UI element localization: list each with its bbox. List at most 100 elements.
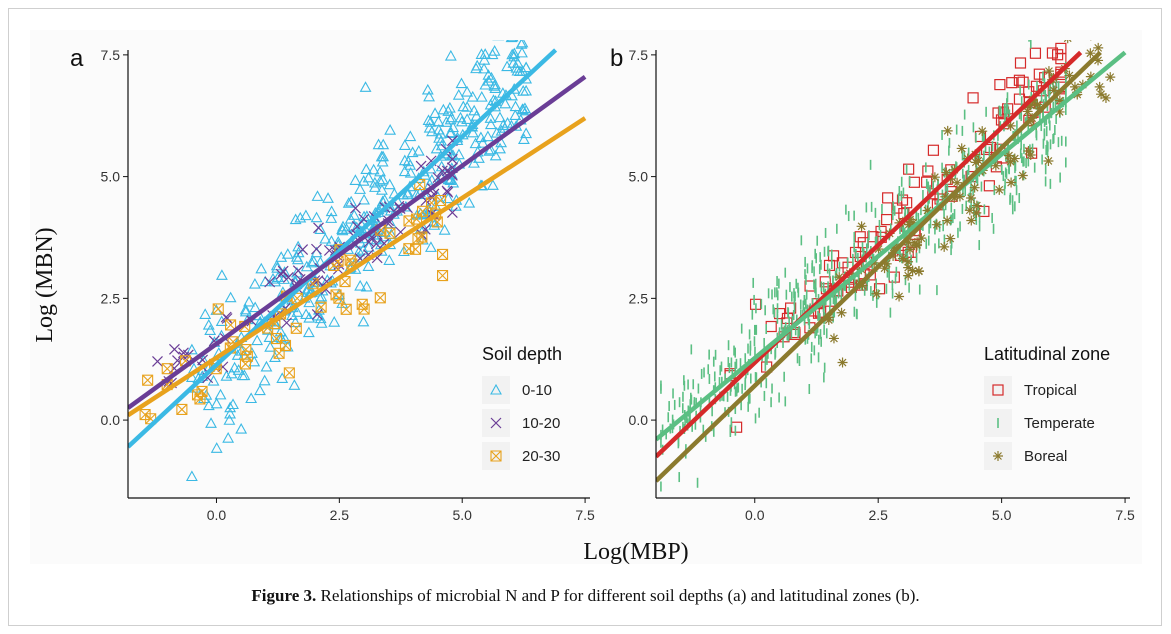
- data-point-10-20: [311, 243, 322, 255]
- data-point-0-10: [401, 188, 414, 200]
- data-point-0-10: [224, 407, 237, 419]
- data-point-0-10: [222, 432, 235, 443]
- data-point-0-10: [494, 142, 507, 154]
- legend-key-bg: [984, 376, 1012, 404]
- data-point-20-30: [416, 205, 429, 217]
- data-point-boreal: [952, 177, 963, 188]
- data-point-tropical: [731, 421, 743, 433]
- data-point-0-10: [481, 130, 494, 142]
- data-point-boreal: [881, 258, 892, 269]
- x-tick-label: 7.5: [575, 507, 595, 523]
- data-point-0-10: [398, 154, 411, 166]
- data-point-tropical: [765, 320, 777, 333]
- data-point-boreal: [903, 237, 914, 248]
- data-point-20-30: [270, 333, 282, 345]
- data-point-boreal: [1064, 70, 1075, 81]
- data-point-0-10: [430, 142, 443, 154]
- data-point-0-10: [322, 192, 334, 203]
- data-point-0-10: [499, 97, 512, 109]
- data-point-tropical: [927, 144, 940, 156]
- data-point-boreal: [1032, 99, 1043, 110]
- data-point-0-10: [248, 277, 261, 289]
- data-point-boreal: [871, 288, 882, 299]
- data-point-0-10: [325, 212, 338, 223]
- data-point-boreal: [837, 357, 848, 368]
- panel-a: a 0.0 2.5 5.0 7.5 0.0 2.5 5.0 7.5 Soil depth 0-10 1…: [70, 10, 595, 523]
- data-point-0-10: [376, 155, 389, 167]
- data-point-tropical: [1013, 93, 1026, 105]
- data-point-boreal: [879, 263, 890, 274]
- data-point-10-20: [436, 165, 448, 177]
- data-point-0-10: [368, 181, 381, 192]
- data-point-0-10: [501, 10, 511, 19]
- data-point-boreal: [1093, 42, 1104, 53]
- data-point-20-30: [196, 385, 208, 397]
- legend-label-20-30: 20-30: [522, 448, 560, 465]
- data-point-boreal: [894, 291, 905, 302]
- data-point-0-10: [220, 370, 233, 381]
- data-point-0-10: [429, 107, 441, 118]
- data-point-0-10: [452, 89, 465, 100]
- data-point-boreal: [916, 233, 927, 244]
- data-point-boreal: [1043, 155, 1054, 166]
- data-point-0-10: [426, 125, 438, 137]
- data-point-0-10: [231, 349, 244, 360]
- data-point-boreal: [905, 214, 916, 225]
- data-point-0-10: [264, 341, 277, 352]
- data-point-boreal: [939, 241, 950, 252]
- data-point-10-20: [363, 236, 375, 248]
- data-point-0-10: [428, 219, 441, 230]
- data-point-0-10: [459, 18, 469, 27]
- data-point-0-10: [421, 83, 434, 95]
- data-point-0-10: [454, 111, 467, 123]
- data-point-boreal: [964, 205, 975, 216]
- y-axis-label: Log (MBN): [32, 227, 58, 342]
- data-point-0-10: [482, 69, 495, 80]
- fit-line-10-20: [128, 74, 587, 410]
- data-point-0-10: [279, 333, 291, 344]
- data-point-0-10: [314, 293, 327, 304]
- data-point-0-10: [447, 176, 460, 188]
- data-point-0-10: [486, 179, 499, 190]
- data-point-boreal: [971, 207, 982, 218]
- data-point-0-10: [358, 193, 370, 205]
- data-point-tropical: [896, 194, 909, 206]
- data-point-0-10: [215, 269, 228, 280]
- data-point-10-20: [313, 222, 324, 234]
- data-point-0-10: [517, 133, 530, 145]
- data-point-boreal: [970, 157, 981, 168]
- legend-key-0-10: [490, 383, 502, 395]
- data-point-10-20: [277, 265, 289, 277]
- data-point-20-30: [340, 303, 352, 315]
- x-tick-label: 2.5: [330, 507, 350, 523]
- data-point-0-10: [461, 101, 474, 112]
- data-point-boreal: [1085, 48, 1096, 59]
- data-point-0-10: [384, 124, 397, 135]
- data-point-10-20: [446, 153, 458, 165]
- data-point-boreal: [1090, 40, 1092, 41]
- x-axis-label: Log(MBP): [583, 539, 688, 565]
- x-tick-label: 5.0: [992, 507, 1012, 523]
- data-point-boreal: [903, 270, 914, 281]
- data-point-boreal: [1054, 106, 1065, 117]
- data-point-0-10: [484, 112, 497, 123]
- legend-label-0-10: 0-10: [522, 382, 552, 399]
- data-point-10-20: [350, 202, 361, 214]
- data-point-0-10: [360, 163, 373, 174]
- data-point-10-20: [441, 185, 453, 197]
- data-point-0-10: [362, 241, 375, 252]
- data-point-0-10: [506, 40, 519, 42]
- data-point-0-10: [342, 197, 355, 208]
- legend-key-20-30: [490, 450, 502, 462]
- data-point-0-10: [475, 90, 488, 102]
- data-point-boreal: [1063, 40, 1072, 44]
- data-point-boreal: [931, 219, 942, 230]
- data-point-boreal: [905, 244, 916, 255]
- data-point-0-10: [509, 109, 522, 121]
- data-point-10-20: [292, 265, 304, 277]
- data-point-tropical: [1013, 74, 1026, 86]
- data-point-0-10: [444, 49, 457, 61]
- data-point-20-30: [212, 303, 224, 315]
- data-point-0-10: [506, 48, 519, 60]
- data-point-tropical: [785, 302, 797, 314]
